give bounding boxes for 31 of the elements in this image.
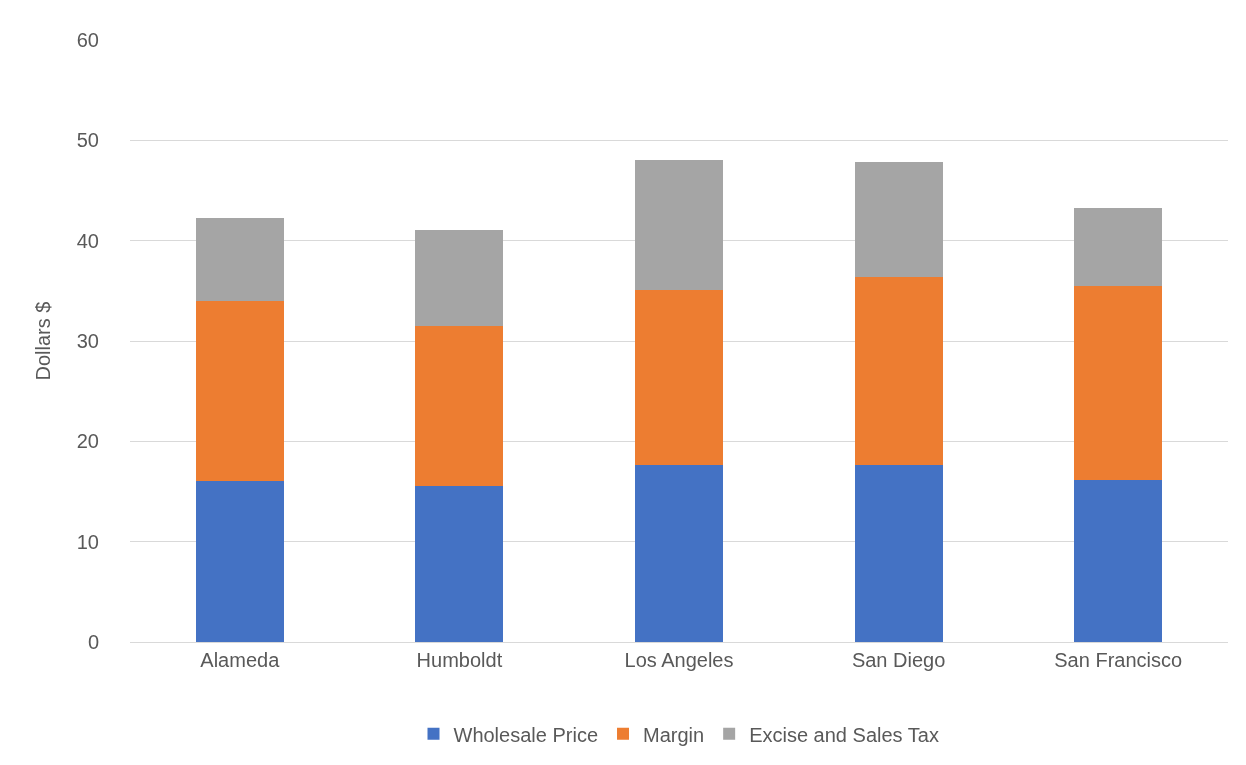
bar bbox=[415, 486, 504, 642]
bar bbox=[195, 300, 284, 482]
legend-label: Wholesale Price bbox=[453, 723, 599, 746]
y-tick-label: 40 bbox=[76, 229, 99, 252]
bar bbox=[195, 481, 284, 642]
bar bbox=[1074, 207, 1163, 286]
bar bbox=[415, 325, 504, 487]
bar bbox=[1074, 285, 1163, 481]
y-axis-title: Dollars $ bbox=[32, 301, 55, 381]
bar bbox=[415, 229, 504, 326]
x-tick-label: Alameda bbox=[200, 649, 281, 671]
legend-label: Margin bbox=[643, 723, 705, 746]
bar bbox=[1074, 480, 1163, 642]
bar bbox=[195, 217, 284, 301]
y-tick-label: 60 bbox=[76, 29, 99, 51]
x-tick-label: Humboldt bbox=[416, 649, 503, 671]
legend-label: Excise and Sales Tax bbox=[749, 723, 939, 746]
y-tick-label: 0 bbox=[87, 631, 99, 653]
y-tick-label: 50 bbox=[76, 129, 99, 152]
bar bbox=[854, 276, 943, 466]
x-tick-label: Los Angeles bbox=[624, 649, 734, 671]
x-tick-label: San Diego bbox=[851, 649, 946, 671]
bar bbox=[635, 289, 723, 466]
y-tick-label: 30 bbox=[76, 330, 99, 352]
bar bbox=[854, 465, 943, 642]
x-tick-label: San Francisco bbox=[1054, 649, 1183, 671]
bar bbox=[635, 465, 723, 642]
y-tick-label: 20 bbox=[76, 430, 99, 453]
bar bbox=[635, 160, 723, 290]
bar bbox=[854, 162, 943, 277]
y-tick-label: 10 bbox=[76, 530, 99, 553]
